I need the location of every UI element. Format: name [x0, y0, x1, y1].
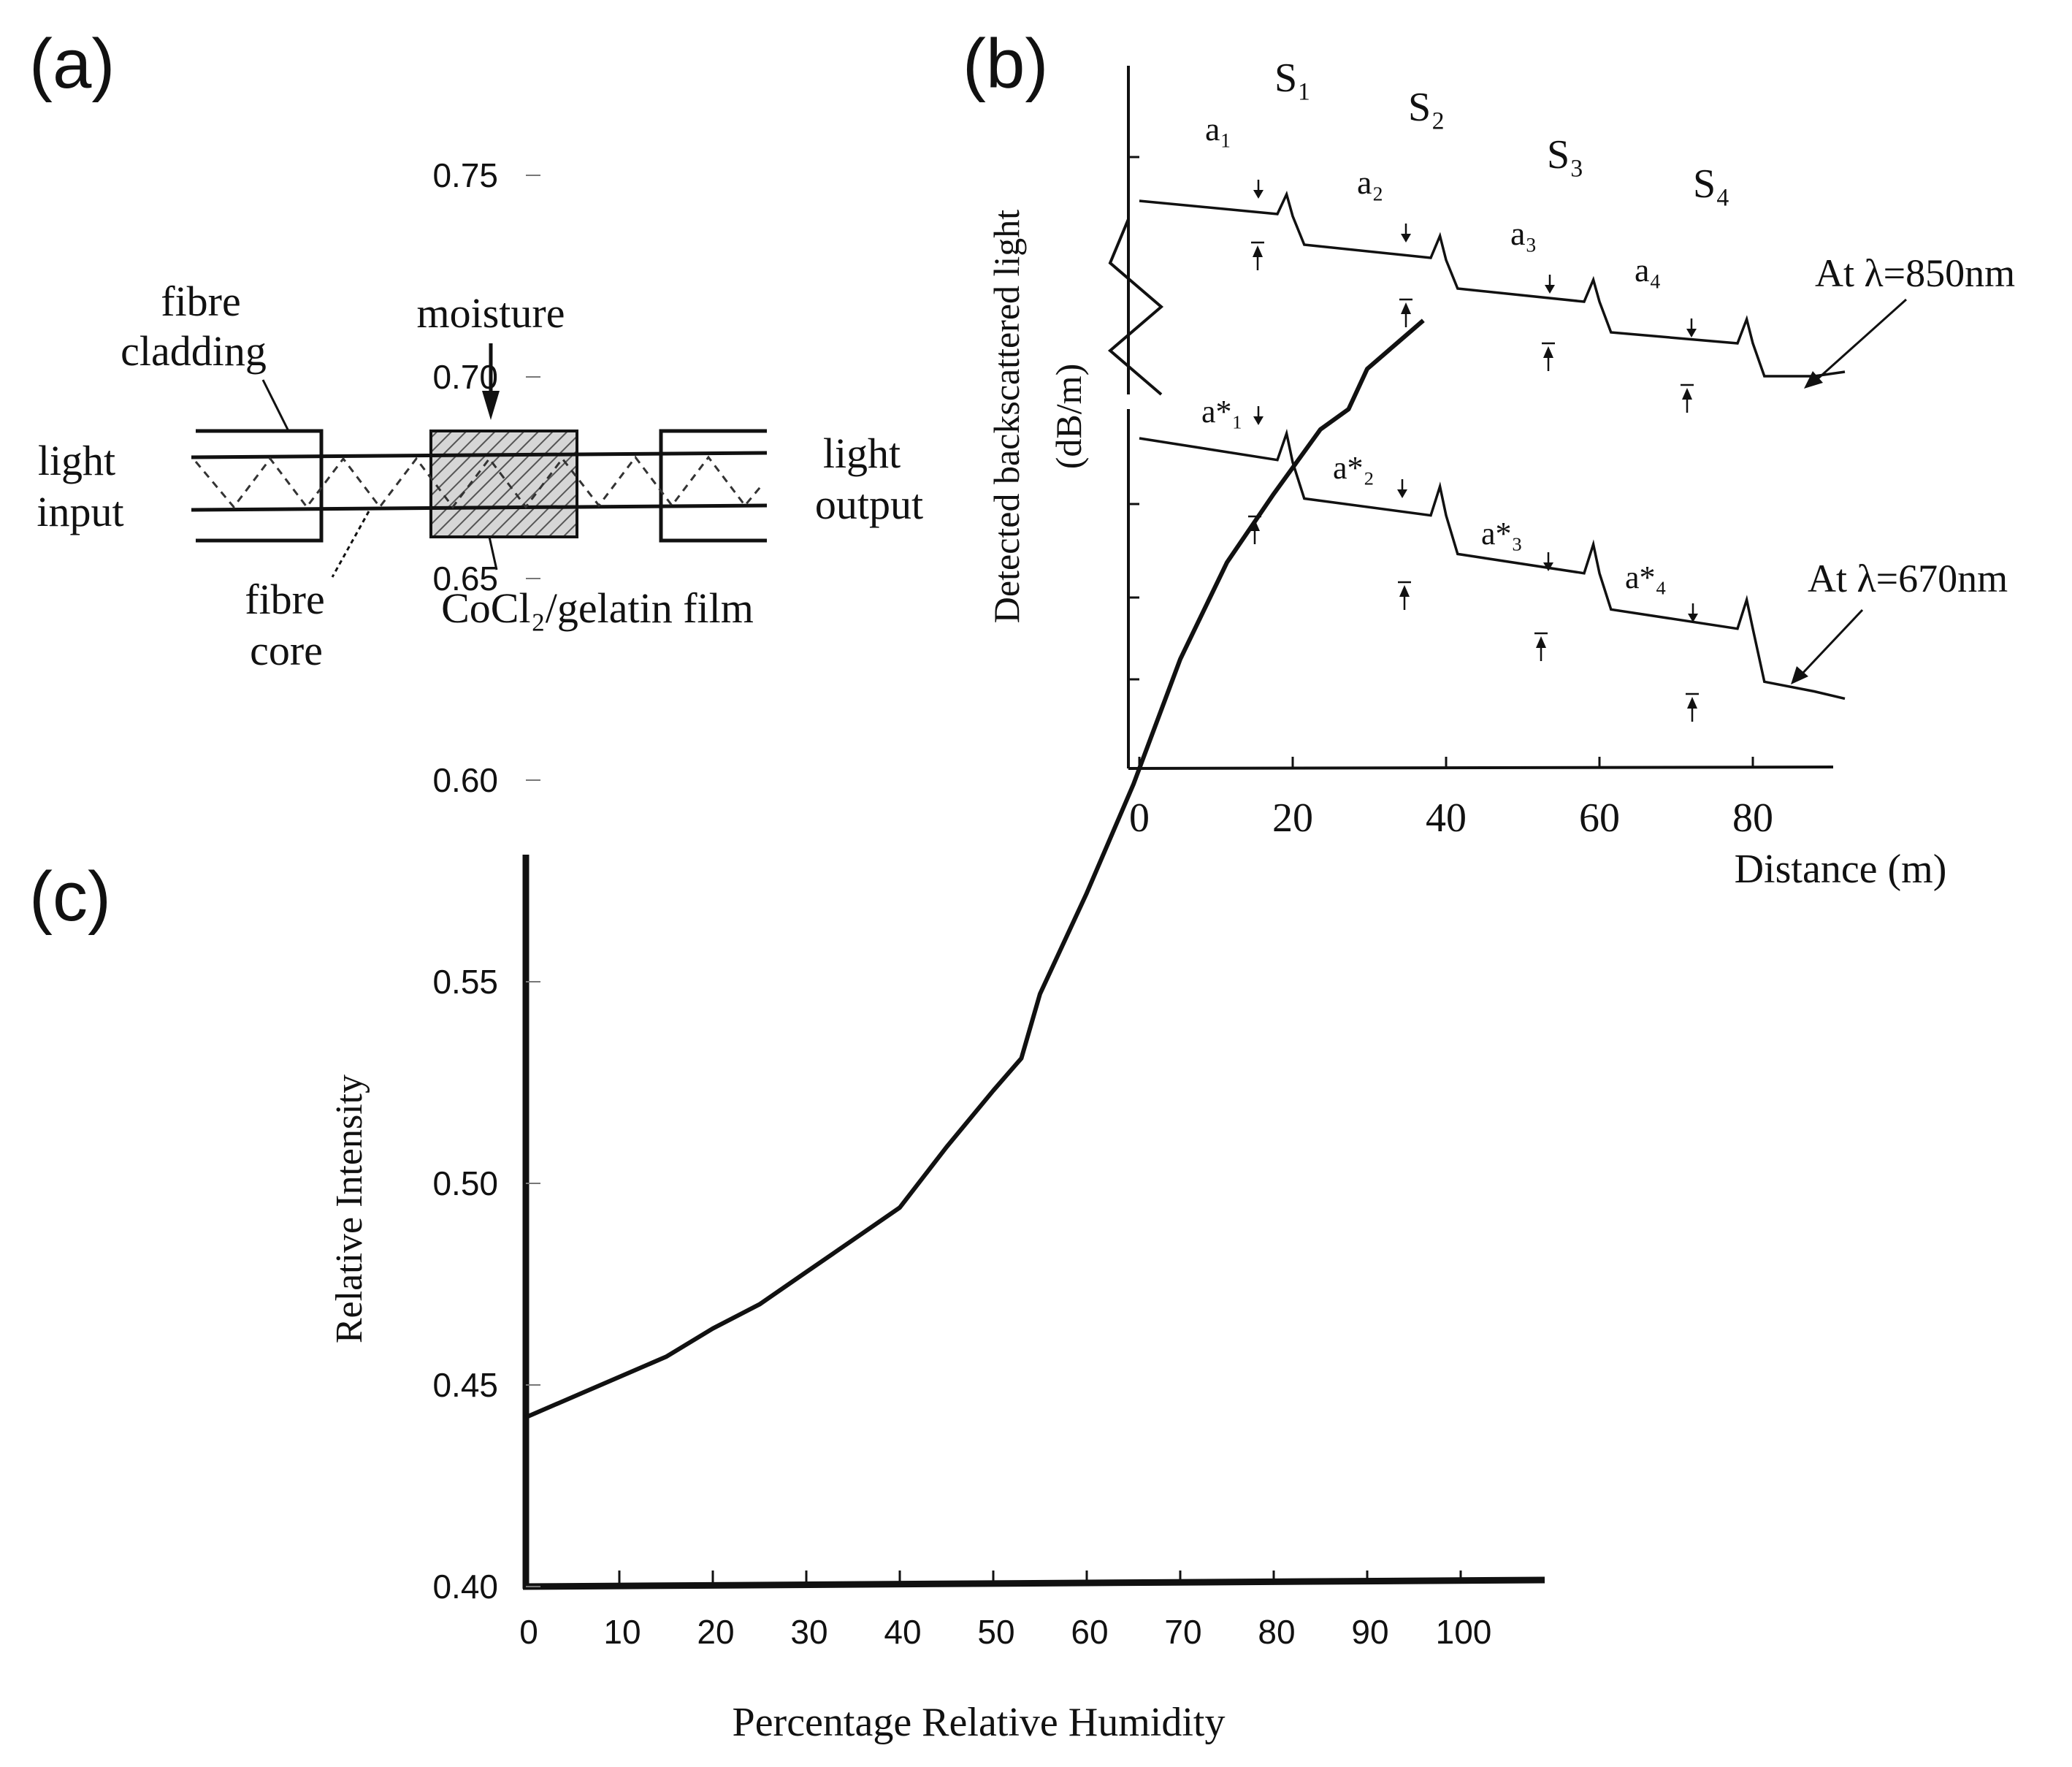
light-rays — [194, 455, 765, 509]
c-x-tick-label: 0 — [519, 1613, 538, 1651]
sensor-marker-up-head — [1687, 697, 1697, 709]
sensor-marker-down-head — [1545, 285, 1555, 294]
light-input-label-2: input — [37, 488, 123, 535]
segment-label-a-star-1: a*₁ — [1201, 394, 1243, 430]
film-label: CoCl₂/gelatin film — [441, 584, 754, 632]
annotation-850nm-leader — [1813, 298, 1908, 383]
relative-intensity-curve — [524, 318, 1425, 1419]
sensor-marker-up-head — [1536, 636, 1546, 648]
sensor-label-s4: S₄ — [1693, 161, 1730, 207]
c-y-tick-label: 0.45 — [432, 1366, 498, 1404]
sensor-marker-up-head — [1399, 585, 1410, 597]
sensor-label-s3: S₃ — [1547, 132, 1584, 178]
c-x-tick-label: 40 — [884, 1613, 921, 1651]
sensor-marker-down-head — [1397, 489, 1407, 498]
sensor-marker-down-head — [1543, 562, 1553, 571]
light-output-label-2: output — [815, 481, 923, 528]
panel-a-label: (a) — [29, 25, 115, 103]
c-y-tick-label: 0.40 — [432, 1568, 498, 1606]
left-cladding — [196, 429, 324, 543]
panel-a: (a) fibre cladding moisture light input … — [29, 25, 923, 674]
sensor-marker-down-head — [1688, 614, 1698, 622]
b-x-axis — [1128, 766, 1834, 770]
b-x-tick-label: 60 — [1579, 795, 1620, 841]
c-y-axis-title: Relative Intensity — [329, 1075, 370, 1343]
core-top-line — [191, 451, 768, 459]
sensor-label-s2: S₂ — [1408, 85, 1445, 130]
core-bottom-line — [191, 503, 768, 512]
c-x-tick-label: 20 — [697, 1613, 734, 1651]
c-y-tick-label: 0.65 — [432, 560, 498, 598]
segment-label-a4: a₄ — [1635, 251, 1661, 289]
segment-label-a-star-4: a*₄ — [1625, 560, 1667, 595]
sensor-marker-up-head — [1543, 346, 1553, 358]
b-y-axis-title-2: (dB/m) — [1048, 364, 1089, 469]
right-cladding — [659, 429, 767, 543]
b-x-axis-title: Distance (m) — [1735, 847, 1947, 892]
c-x-tick-group: 0 10 20 30 40 50 60 70 80 90 100 — [519, 1571, 1491, 1651]
segment-label-a2: a₂ — [1357, 164, 1383, 201]
annotation-670nm-arrowhead — [1791, 666, 1808, 684]
fibre-core-label-2: core — [250, 627, 323, 674]
c-y-tick-group: 0.40 0.45 0.50 0.55 0.60 0.65 0.70 0.75 — [432, 156, 540, 1606]
b-marker-group — [1248, 180, 1699, 722]
series-850nm-line — [1139, 190, 1846, 378]
sensor-marker-down-head — [1686, 329, 1697, 337]
annotation-850nm-arrowhead — [1804, 371, 1823, 389]
sensor-marker-down-head — [1401, 234, 1411, 243]
c-x-tick-label: 60 — [1071, 1613, 1108, 1651]
segment-label-a-star-2: a*₂ — [1333, 450, 1375, 486]
annotation-670nm: At λ=670nm — [1808, 557, 2008, 600]
c-y-tick-label: 0.50 — [432, 1164, 498, 1202]
panel-b: (b) 0 20 40 60 80 S₁ S₂ S₃ S₄ a₁ a₂ a₃ a₄ a*… — [963, 25, 2015, 892]
segment-label-a1: a₁ — [1205, 110, 1231, 148]
moisture-arrow-head — [482, 391, 500, 420]
segment-label-a3: a₃ — [1510, 215, 1537, 252]
sensor-label-s1: S₁ — [1274, 56, 1312, 101]
b-x-tick-label: 40 — [1426, 795, 1467, 841]
segment-label-a-star-3: a*₃ — [1481, 516, 1523, 552]
cocl2-film — [429, 430, 578, 538]
film-leader — [488, 536, 498, 570]
b-axis-break — [1107, 218, 1164, 396]
c-y-tick-label: 0.70 — [432, 358, 498, 396]
panel-c-label: (c) — [29, 858, 111, 936]
c-x-tick-label: 30 — [790, 1613, 827, 1651]
b-x-tick-label: 80 — [1732, 795, 1773, 841]
fibre-cladding-label-1: fibre — [161, 278, 241, 325]
c-x-axis — [522, 1576, 1545, 1590]
light-input-label-1: light — [38, 437, 115, 484]
c-x-tick-label: 80 — [1258, 1613, 1295, 1651]
c-x-axis-title: Percentage Relative Humidity — [733, 1700, 1226, 1745]
sensor-marker-down-head — [1253, 190, 1264, 199]
core-leader — [331, 511, 370, 578]
sensor-marker-down-head — [1253, 416, 1264, 425]
b-x-tick-label: 20 — [1272, 795, 1313, 841]
c-x-tick-label: 50 — [977, 1613, 1014, 1651]
annotation-670nm-leader — [1799, 608, 1864, 677]
sensor-marker-up-head — [1401, 302, 1411, 314]
fibre-core-label-1: fibre — [245, 576, 325, 623]
c-y-tick-label: 0.75 — [432, 156, 498, 194]
b-y-axis-title-1: Detected backscattered light — [986, 210, 1027, 623]
annotation-850nm: At λ=850nm — [1815, 251, 2015, 295]
b-x-tick-label: 0 — [1129, 795, 1150, 841]
light-output-label-1: light — [823, 430, 901, 477]
b-x-tick-group: 0 20 40 60 80 — [1129, 757, 1773, 841]
panel-b-label: (b) — [963, 25, 1048, 103]
c-x-tick-label: 10 — [603, 1613, 641, 1651]
c-y-tick-label: 0.55 — [432, 963, 498, 1001]
sensor-marker-up-head — [1253, 245, 1263, 257]
c-x-tick-label: 90 — [1351, 1613, 1388, 1651]
c-x-tick-label: 100 — [1436, 1613, 1492, 1651]
series-670nm-line — [1139, 428, 1846, 701]
sensor-marker-up-head — [1682, 388, 1692, 400]
fibre-cladding-label-2: cladding — [121, 327, 267, 375]
panel-c: (c) 0.40 0.45 0.50 0.55 0.60 0.65 0.70 0.75 0 10… — [29, 156, 1545, 1745]
c-y-tick-label: 0.60 — [432, 761, 498, 799]
cladding-leader — [261, 379, 290, 432]
c-x-tick-label: 70 — [1164, 1613, 1201, 1651]
moisture-label: moisture — [417, 289, 565, 337]
